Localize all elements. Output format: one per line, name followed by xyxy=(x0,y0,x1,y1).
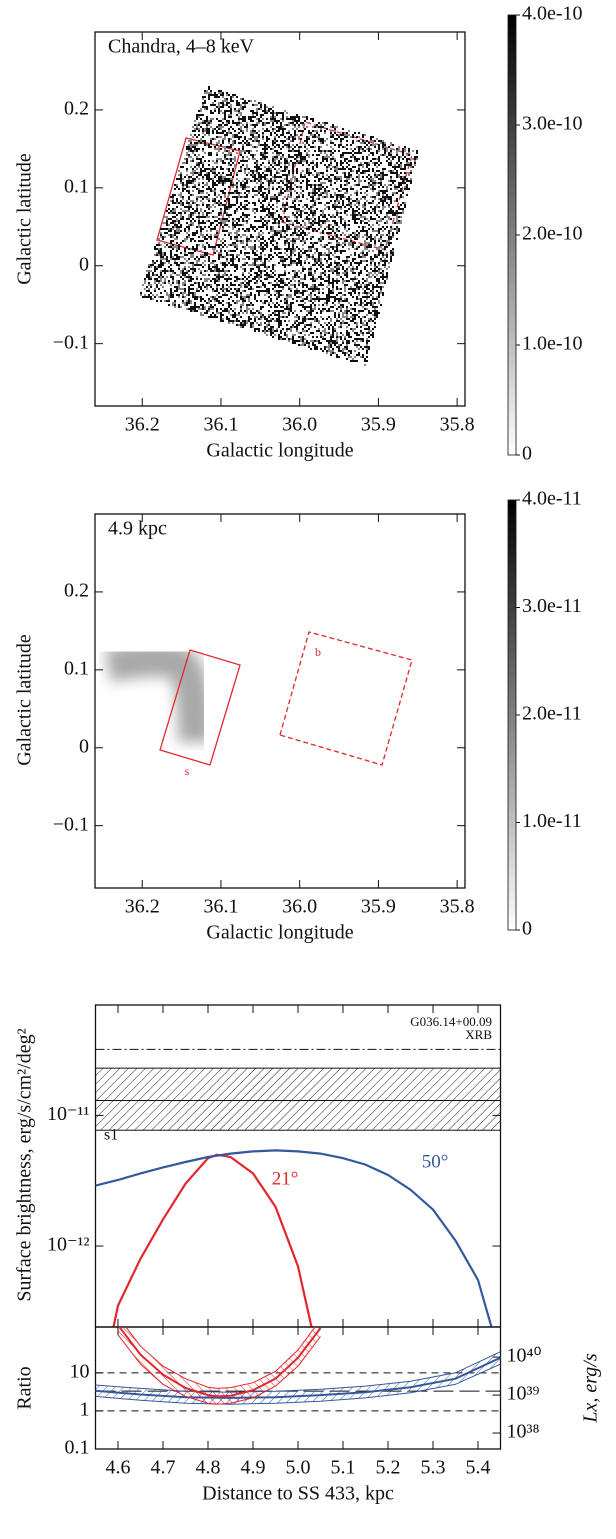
series-label: 50° xyxy=(422,1151,449,1172)
annotation: s xyxy=(185,764,190,778)
y2-tick-label: 10⁴⁰ xyxy=(507,1345,542,1367)
y-tick-label: 0 xyxy=(79,253,89,275)
series-label: 21° xyxy=(272,1168,299,1189)
y-tick-label: 1 xyxy=(80,1399,90,1421)
y-axis-label: Galactic latitude xyxy=(14,634,36,766)
band-upper xyxy=(95,1351,501,1393)
panel: Chandra, 4–8 keV 36.2 36.1 36.0 35.9 35.8 Gala… xyxy=(14,3,583,465)
x-tick-label: 36.1 xyxy=(203,414,238,436)
y-tick-label: 0.1 xyxy=(65,1437,90,1459)
annotation: b xyxy=(315,645,321,659)
x-tick-label: 5.0 xyxy=(286,1457,311,1479)
y-tick-label: −0.1 xyxy=(53,331,89,353)
x-axis-label: Galactic longitude xyxy=(206,440,353,462)
y2-axis-label: Lx, erg/s xyxy=(580,1353,602,1423)
x-tick-label: 36.0 xyxy=(282,896,317,918)
y-tick-label: 10⁻¹² xyxy=(47,1234,90,1256)
colorbar xyxy=(507,499,517,931)
colorbar-tick-label: 2.0e-11 xyxy=(522,703,582,725)
band-center xyxy=(95,1356,501,1399)
hatched-band xyxy=(95,1100,501,1131)
colorbar-tick-label: 2.0e-10 xyxy=(522,223,583,245)
panel: 10⁻¹¹ 10⁻¹² Surface brightness, erg/s/cm²/… xyxy=(14,1004,502,1328)
hatched-band xyxy=(95,1067,501,1102)
annotation: s1 xyxy=(104,1127,118,1144)
colorbar-tick-label: 4.0e-10 xyxy=(522,3,583,25)
colorbar-tick-label: 0 xyxy=(522,918,532,940)
x-tick-label: 4.7 xyxy=(151,1457,176,1479)
x-tick-label: 35.8 xyxy=(440,896,475,918)
y-tick-label: 10⁻¹¹ xyxy=(47,1103,90,1125)
plot-frame xyxy=(94,513,466,889)
x-tick-label: 5.1 xyxy=(331,1457,356,1479)
y-axis-label: Ratio xyxy=(14,1366,36,1409)
x-tick-label: 35.9 xyxy=(361,896,396,918)
colorbar-tick-label: 1.0e-10 xyxy=(522,333,583,355)
plot-area xyxy=(95,1327,501,1412)
x-tick-label: 5.3 xyxy=(421,1457,446,1479)
y-axis-label: Galactic latitude xyxy=(14,153,36,285)
x-tick-label: 4.6 xyxy=(106,1457,131,1479)
band-upper xyxy=(125,1327,316,1389)
colorbar xyxy=(507,14,517,456)
colorbar-tick-label: 3.0e-10 xyxy=(522,113,583,135)
hatched-area xyxy=(95,1351,501,1405)
x-tick-label: 5.4 xyxy=(466,1457,491,1479)
y-tick-label: 10 xyxy=(70,1360,90,1382)
y-tick-label: 0 xyxy=(79,735,89,757)
x-axis-label: Galactic longitude xyxy=(206,922,353,944)
colorbar-tick-label: 1.0e-11 xyxy=(522,810,582,832)
x-tick-label: 5.2 xyxy=(376,1457,401,1479)
x-tick-label: 4.8 xyxy=(196,1457,221,1479)
panel-title: Chandra, 4–8 keV xyxy=(108,36,255,58)
panel-title: 4.9 kpc xyxy=(108,518,167,540)
colorbar-tick-label: 0 xyxy=(522,443,532,465)
x-tick-label: 35.9 xyxy=(361,414,396,436)
y-tick-label: 0.2 xyxy=(64,580,89,602)
region-s xyxy=(159,649,241,766)
x-tick-label: 36.2 xyxy=(125,414,160,436)
hatched-area xyxy=(118,1327,321,1405)
panel: 4.9 kpc 36.2 36.1 36.0 35.9 35.8 Galactic long… xyxy=(14,488,582,944)
y-tick-label: 0.1 xyxy=(64,657,89,679)
x-tick-label: 36.2 xyxy=(125,896,160,918)
x-tick-label: 36.0 xyxy=(282,414,317,436)
panel: 4.6 4.7 4.8 4.9 5.0 5.1 5.2 5.3 5.4 Distance to S… xyxy=(14,1326,602,1505)
x-tick-label: 35.8 xyxy=(440,414,475,436)
y2-tick-label: 10³⁹ xyxy=(507,1383,540,1405)
y-tick-label: −0.1 xyxy=(53,813,89,835)
y-axis-label: Surface brightness, erg/s/cm²/deg² xyxy=(14,1028,36,1301)
colorbar-tick-label: 3.0e-11 xyxy=(522,595,582,617)
annotation: XRB xyxy=(465,1027,492,1042)
emission-blob xyxy=(105,642,212,743)
plot-frame xyxy=(94,31,466,407)
plot-frame xyxy=(94,1326,502,1450)
line xyxy=(95,1149,493,1327)
band-center xyxy=(118,1327,322,1398)
plot-area xyxy=(95,1048,501,1327)
annotation: G036.14+00.09 xyxy=(410,1014,492,1029)
x-tick-label: 36.1 xyxy=(203,896,238,918)
band-lower xyxy=(117,1334,321,1405)
regions-2 xyxy=(159,631,413,766)
y-tick-label: 0.1 xyxy=(64,175,89,197)
y2-tick-label: 10³⁸ xyxy=(507,1421,540,1443)
y-tick-label: 0.2 xyxy=(64,98,89,120)
band-lower xyxy=(95,1363,501,1405)
region-b xyxy=(279,631,413,766)
colorbar-tick-label: 4.0e-11 xyxy=(522,488,582,510)
x-axis-label: Distance to SS 433, kpc xyxy=(202,1483,394,1505)
x-tick-label: 4.9 xyxy=(241,1457,266,1479)
